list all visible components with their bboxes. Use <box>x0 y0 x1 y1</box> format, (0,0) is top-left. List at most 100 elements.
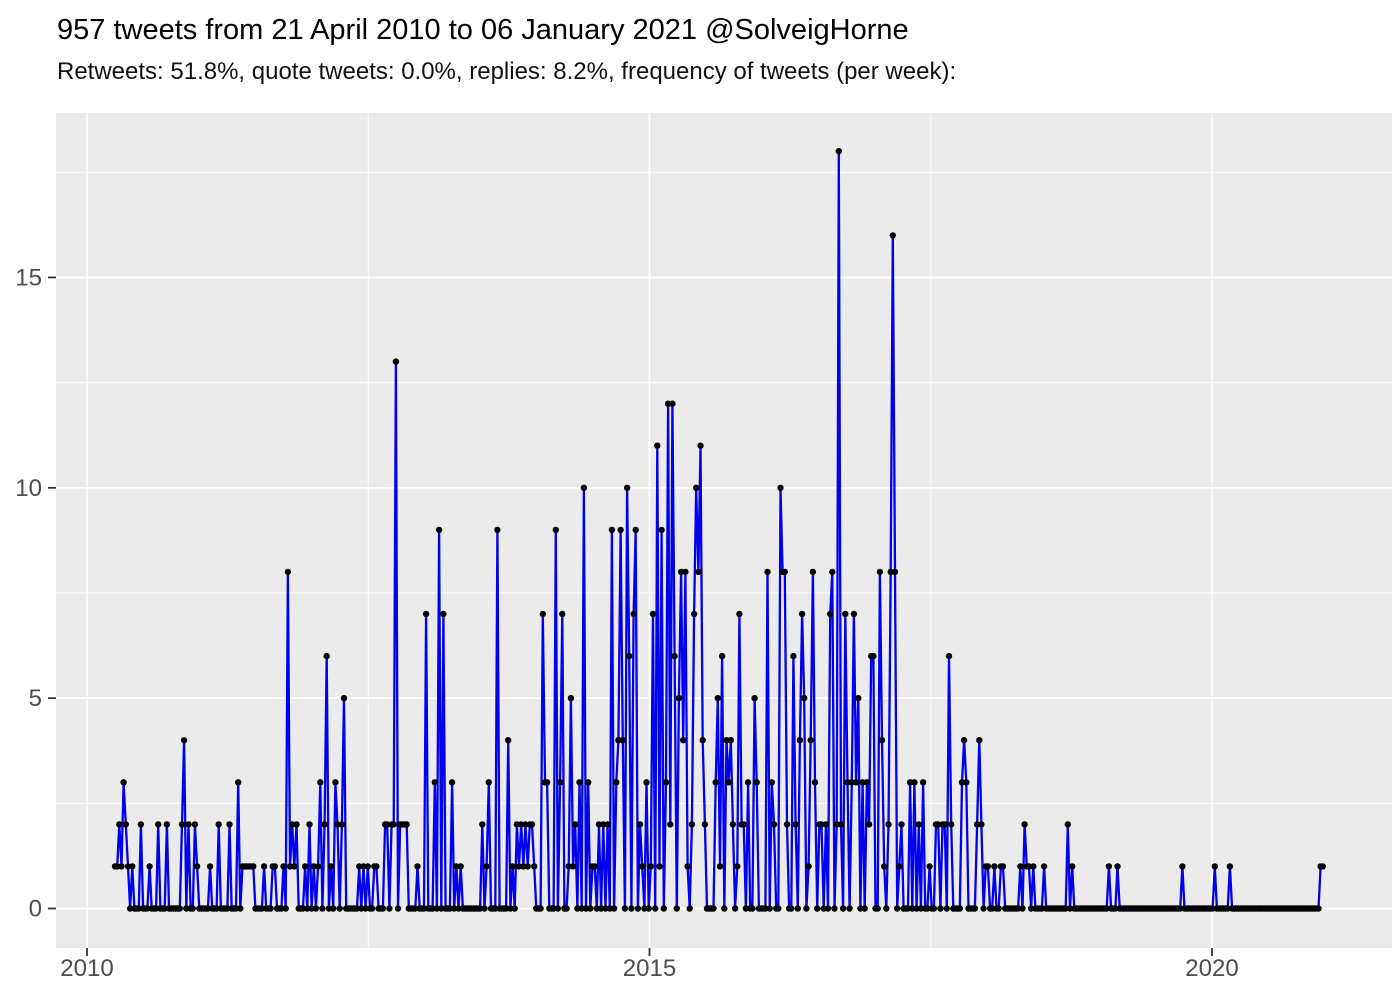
data-point <box>658 526 665 534</box>
data-point <box>364 863 371 870</box>
data-point <box>515 863 523 870</box>
data-point <box>129 863 136 870</box>
data-point <box>237 905 244 912</box>
data-point <box>539 610 546 618</box>
data-point <box>662 779 670 786</box>
data-point <box>271 863 279 870</box>
data-point <box>971 905 979 912</box>
data-point <box>412 905 419 912</box>
data-point <box>155 821 162 828</box>
data-point <box>697 442 704 449</box>
data-point <box>1319 863 1327 870</box>
data-point <box>978 821 985 828</box>
data-point <box>567 694 575 702</box>
data-point <box>870 652 877 660</box>
chart-subtitle: Retweets: 51.8%, quote tweets: 0.0%, rep… <box>57 58 957 85</box>
data-point <box>669 400 676 407</box>
data-point <box>652 905 659 912</box>
data-point <box>334 821 341 828</box>
data-point <box>626 652 633 660</box>
data-point <box>617 526 624 534</box>
data-point <box>896 863 903 870</box>
data-point <box>684 863 691 870</box>
data-point <box>610 905 618 912</box>
data-point <box>559 610 566 618</box>
data-point <box>403 821 410 828</box>
x-axis-label: 2020 <box>1185 955 1238 982</box>
data-point <box>479 821 486 828</box>
data-point <box>881 863 888 870</box>
data-point <box>937 905 944 912</box>
data-point <box>956 905 963 912</box>
data-point <box>861 905 868 912</box>
data-point <box>267 905 274 912</box>
data-point <box>191 821 199 828</box>
data-point <box>792 821 799 828</box>
data-point <box>695 568 702 576</box>
data-point <box>312 905 320 912</box>
data-point <box>645 905 652 912</box>
data-point <box>729 821 737 828</box>
data-point <box>176 905 183 912</box>
data-point <box>701 821 709 828</box>
data-point <box>874 905 881 912</box>
data-point <box>656 863 663 870</box>
x-axis-label: 2010 <box>60 955 113 982</box>
data-point <box>206 863 214 870</box>
data-point <box>753 779 760 786</box>
data-point <box>178 821 186 828</box>
data-point <box>740 821 747 828</box>
data-point <box>431 779 438 786</box>
data-point <box>368 905 376 912</box>
data-point <box>1021 821 1028 828</box>
data-point <box>250 863 257 870</box>
data-point <box>963 779 970 786</box>
data-point <box>628 905 635 912</box>
data-point <box>608 526 616 534</box>
y-axis-label: 5 <box>29 685 42 712</box>
data-point <box>688 821 696 828</box>
data-point <box>327 863 335 870</box>
data-point <box>824 905 832 912</box>
data-point <box>591 863 598 870</box>
data-point <box>926 863 933 870</box>
data-point <box>805 863 812 870</box>
data-point <box>766 905 773 912</box>
data-point <box>563 905 570 912</box>
data-point <box>734 863 741 870</box>
y-axis-label: 10 <box>15 475 42 502</box>
data-point <box>597 905 605 912</box>
data-point <box>798 610 806 618</box>
data-point <box>731 905 739 912</box>
data-point <box>384 821 391 828</box>
data-point <box>485 779 492 786</box>
data-point <box>226 821 233 828</box>
data-point <box>314 863 322 870</box>
data-point <box>604 821 611 828</box>
data-point <box>379 905 387 912</box>
data-point <box>543 779 551 786</box>
data-point <box>448 779 456 786</box>
data-point <box>193 863 201 870</box>
data-point <box>189 905 196 912</box>
data-point <box>680 737 687 744</box>
data-point <box>483 863 490 870</box>
data-point <box>894 905 901 912</box>
data-point <box>945 652 953 660</box>
data-point <box>435 526 443 534</box>
data-point <box>422 610 430 618</box>
data-point <box>630 610 637 618</box>
data-point <box>280 863 287 870</box>
data-point <box>585 779 592 786</box>
data-point <box>524 863 531 870</box>
data-point <box>1179 863 1186 870</box>
data-point <box>509 863 516 870</box>
data-point <box>293 821 300 828</box>
data-point <box>282 905 289 912</box>
data-point <box>727 737 734 744</box>
data-point <box>572 821 579 828</box>
data-point <box>565 863 572 870</box>
data-point <box>831 905 838 912</box>
data-point <box>911 779 918 786</box>
data-point <box>569 863 577 870</box>
